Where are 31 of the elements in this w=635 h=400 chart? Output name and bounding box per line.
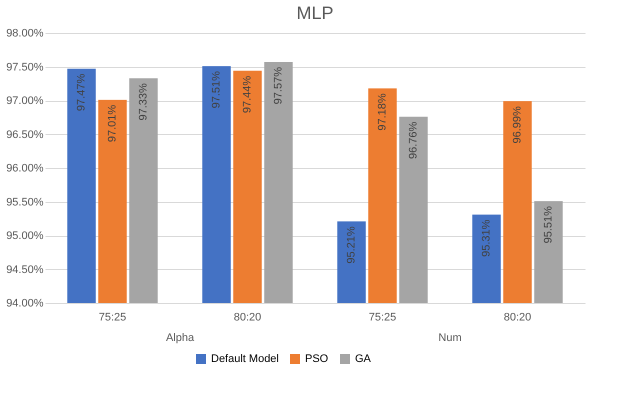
y-tick-label: 94.50% xyxy=(6,264,44,276)
y-tick-label: 94.00% xyxy=(6,298,44,310)
y-tick-label: 96.50% xyxy=(6,128,44,141)
x-tick-label: 80:20 xyxy=(234,312,262,324)
text: Num xyxy=(438,332,462,344)
x-tick-label: 80:20 xyxy=(504,312,532,324)
y-tick-label: 96.00% xyxy=(6,162,44,174)
legend-label: GA xyxy=(355,353,372,365)
chart-title: MLP xyxy=(296,3,334,23)
data-label: 97.18% xyxy=(376,93,388,131)
data-label: 95.21% xyxy=(346,226,358,264)
data-label: 96.99% xyxy=(512,106,524,144)
data-label: 97.44% xyxy=(242,76,254,114)
y-tick-label: 95.50% xyxy=(6,196,44,208)
y-tick-label: 95.00% xyxy=(6,230,44,242)
data-label: 96.76% xyxy=(407,121,420,160)
x-tick-label: 75:25 xyxy=(368,312,396,324)
data-label: 97.47% xyxy=(76,74,88,112)
text: Alpha xyxy=(166,332,195,344)
x-tick-label: 75:25 xyxy=(98,312,126,324)
data-label: 97.51% xyxy=(210,70,223,108)
data-label: 97.33% xyxy=(137,83,150,121)
data-label: 95.31% xyxy=(480,219,493,257)
data-label: 97.01% xyxy=(106,104,118,142)
y-tick-label: 98.00% xyxy=(6,28,44,40)
y-tick-label: 97.50% xyxy=(6,61,44,74)
data-label: 97.57% xyxy=(272,66,284,104)
legend-label: Default Model xyxy=(211,353,279,365)
y-tick-label: 97.00% xyxy=(6,95,44,107)
data-label: 95.51% xyxy=(542,206,554,244)
legend-label: PSO xyxy=(305,353,329,365)
